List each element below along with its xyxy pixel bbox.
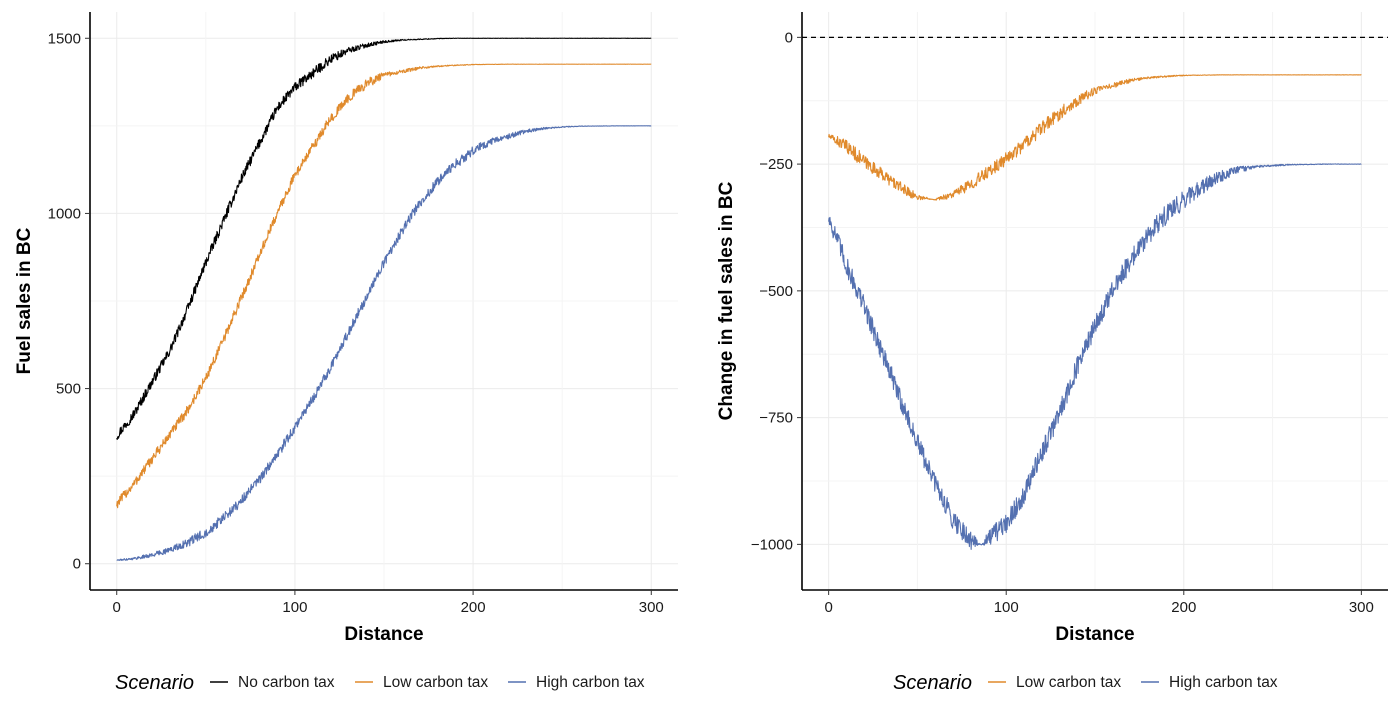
left-series-low-carbon-tax <box>116 63 652 509</box>
left-legend: Scenario No carbon tax Low carbon tax High … <box>115 672 645 694</box>
y-tick-label: 1000 <box>48 205 81 222</box>
right-x-axis-title: Distance <box>1055 624 1134 645</box>
legend-title: Scenario <box>115 672 194 694</box>
y-tick-label: −750 <box>759 410 793 427</box>
right-y-axis-title: Change in fuel sales in BC <box>716 181 737 420</box>
x-tick-label: 0 <box>824 599 832 616</box>
right-series-high-carbon-tax <box>828 163 1362 550</box>
left-gridlines <box>90 12 678 590</box>
left-panel: 0 100 200 300 0 500 1000 1500 Distance Fuel sales… <box>14 12 678 645</box>
right-series-low-carbon-tax <box>828 74 1362 201</box>
legend-title: Scenario <box>893 672 972 694</box>
legend-item-label: High carbon tax <box>536 674 645 691</box>
left-series-high-carbon-tax <box>116 125 652 561</box>
x-tick-label: 200 <box>461 599 486 616</box>
left-x-axis-title: Distance <box>344 624 423 645</box>
x-tick-label: 300 <box>639 599 664 616</box>
y-tick-label: 0 <box>785 29 793 46</box>
legend-item-label: No carbon tax <box>238 674 335 691</box>
right-panel: 0 100 200 300 0 −250 −500 −750 −1000 Distance Chan… <box>716 12 1388 645</box>
legend-item-label: Low carbon tax <box>1016 674 1121 691</box>
legend-item-label: High carbon tax <box>1169 674 1278 691</box>
x-tick-label: 100 <box>994 599 1019 616</box>
right-gridlines <box>802 12 1388 590</box>
x-tick-label: 200 <box>1171 599 1196 616</box>
left-series-no-carbon-tax <box>116 37 652 441</box>
x-tick-label: 300 <box>1349 599 1374 616</box>
y-tick-label: 500 <box>56 381 81 398</box>
y-tick-label: 1500 <box>48 30 81 47</box>
left-y-axis-title: Fuel sales in BC <box>14 227 35 374</box>
legend-item-label: Low carbon tax <box>383 674 488 691</box>
y-tick-label: −1000 <box>751 536 793 553</box>
y-tick-label: 0 <box>73 556 81 573</box>
right-legend: Scenario Low carbon tax High carbon tax <box>893 672 1278 694</box>
y-tick-label: −500 <box>759 283 793 300</box>
x-tick-label: 100 <box>282 599 307 616</box>
y-tick-label: −250 <box>759 156 793 173</box>
x-tick-label: 0 <box>113 599 121 616</box>
